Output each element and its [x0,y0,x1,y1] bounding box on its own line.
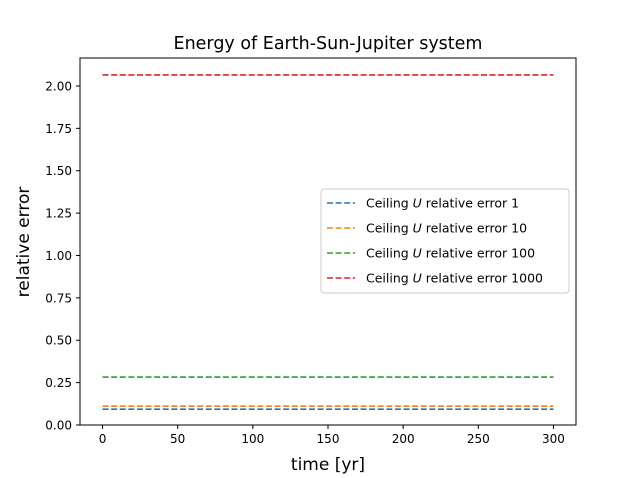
x-tick-label: 200 [392,432,415,446]
y-tick-label: 0.25 [45,376,72,390]
legend-label-2: Ceiling U relative error 10 [366,221,527,236]
x-tick-label: 0 [99,432,107,446]
y-tick-label: 1.00 [45,249,72,263]
y-tick-label: 0.00 [45,419,72,433]
x-tick-label: 50 [170,432,185,446]
legend-label-3: Ceiling U relative error 100 [366,246,535,261]
y-tick-label: 1.25 [45,207,72,221]
legend-box [320,188,570,294]
legend-label-1: Ceiling U relative error 1 [366,196,519,211]
legend-label-4: Ceiling U relative error 1000 [366,271,543,286]
y-tick-label: 1.50 [45,164,72,178]
legend: Ceiling U relative error 1 Ceiling U rela… [320,188,570,294]
y-tick-label: 2.00 [45,79,72,93]
x-tick-label: 100 [241,432,264,446]
plot-lines [102,74,554,411]
y-tick-label: 0.50 [45,334,72,348]
y-axis-label: relative error [14,187,34,298]
y-axis: 0.00 0.25 0.50 0.75 1.00 1.25 1.50 1.75 2.00 [45,79,80,433]
y-tick-label: 0.75 [45,291,72,305]
x-axis: 0 50 100 150 200 250 300 [99,425,565,446]
chart-title: Energy of Earth-Sun-Jupiter system [174,34,483,54]
y-tick-label: 1.75 [45,122,72,136]
x-tick-label: 250 [467,432,490,446]
x-tick-label: 150 [317,432,340,446]
x-axis-label: time [yr] [291,455,365,475]
x-tick-label: 300 [542,432,565,446]
